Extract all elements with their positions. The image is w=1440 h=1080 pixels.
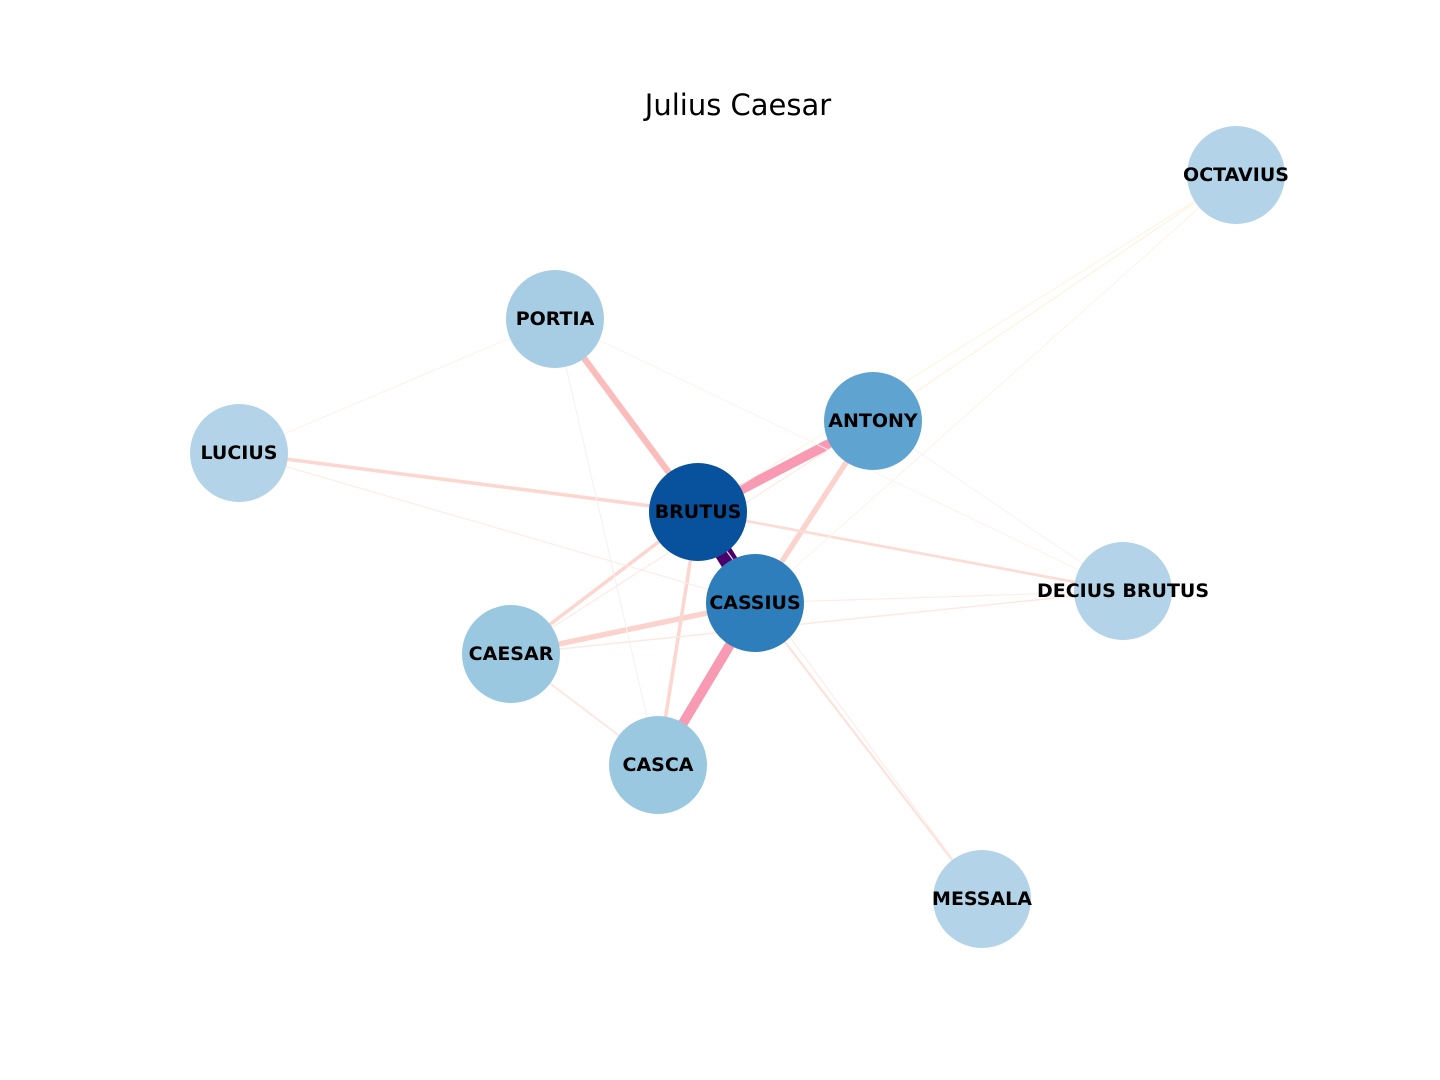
edge-caesar-decius-brutus bbox=[510, 590, 1124, 655]
nodes-layer: OCTAVIUS PORTIA ANTONY LUCIUS BRUTUS CASSIUS D… bbox=[190, 126, 1289, 948]
node-messala: MESSALA bbox=[932, 850, 1032, 948]
edge-brutus-decius-brutus bbox=[697, 510, 1124, 593]
edge-antony-decius-brutus bbox=[872, 420, 1124, 592]
node-caesar: CAESAR bbox=[462, 605, 560, 703]
node-circle-lucius bbox=[190, 404, 288, 502]
edge-lucius-portia bbox=[238, 318, 556, 454]
node-circle-messala bbox=[933, 850, 1031, 948]
node-casca: CASCA bbox=[609, 716, 707, 814]
node-circle-casca bbox=[609, 716, 707, 814]
edge-lucius-cassius bbox=[238, 452, 756, 604]
node-decius-brutus: DECIUS BRUTUS bbox=[1037, 542, 1209, 640]
node-portia: PORTIA bbox=[506, 270, 604, 368]
edge-cassius-decius-brutus bbox=[754, 590, 1124, 604]
edge-portia-casca bbox=[554, 318, 659, 766]
node-antony: ANTONY bbox=[824, 372, 922, 470]
node-circle-caesar bbox=[462, 605, 560, 703]
node-label-messala: MESSALA bbox=[932, 888, 1032, 910]
node-circle-brutus bbox=[649, 463, 747, 561]
node-circle-portia bbox=[506, 270, 604, 368]
node-label-antony: ANTONY bbox=[828, 410, 918, 432]
node-circle-decius-brutus bbox=[1074, 542, 1172, 640]
node-circle-antony bbox=[824, 372, 922, 470]
edge-brutus-lucius bbox=[238, 451, 699, 514]
node-label-casca: CASCA bbox=[623, 754, 694, 776]
node-label-lucius: LUCIUS bbox=[201, 442, 278, 464]
node-label-cassius: CASSIUS bbox=[709, 592, 800, 614]
node-octavius: OCTAVIUS bbox=[1183, 126, 1289, 224]
node-label-caesar: CAESAR bbox=[469, 643, 554, 665]
figure-title: Julius Caesar bbox=[643, 88, 831, 122]
node-lucius: LUCIUS bbox=[190, 404, 288, 502]
edge-brutus-octavius bbox=[697, 174, 1237, 513]
node-circle-octavius bbox=[1187, 126, 1285, 224]
edge-antony-octavius bbox=[872, 174, 1237, 422]
edge-cassius-messala bbox=[754, 602, 983, 900]
edge-cassius-octavius bbox=[754, 174, 1237, 604]
node-brutus: BRUTUS bbox=[649, 463, 747, 561]
node-label-portia: PORTIA bbox=[516, 308, 595, 330]
node-label-decius-brutus: DECIUS BRUTUS bbox=[1037, 580, 1209, 602]
node-cassius: CASSIUS bbox=[706, 554, 804, 652]
node-circle-cassius bbox=[706, 554, 804, 652]
node-label-octavius: OCTAVIUS bbox=[1183, 164, 1289, 186]
node-label-brutus: BRUTUS bbox=[655, 501, 742, 523]
